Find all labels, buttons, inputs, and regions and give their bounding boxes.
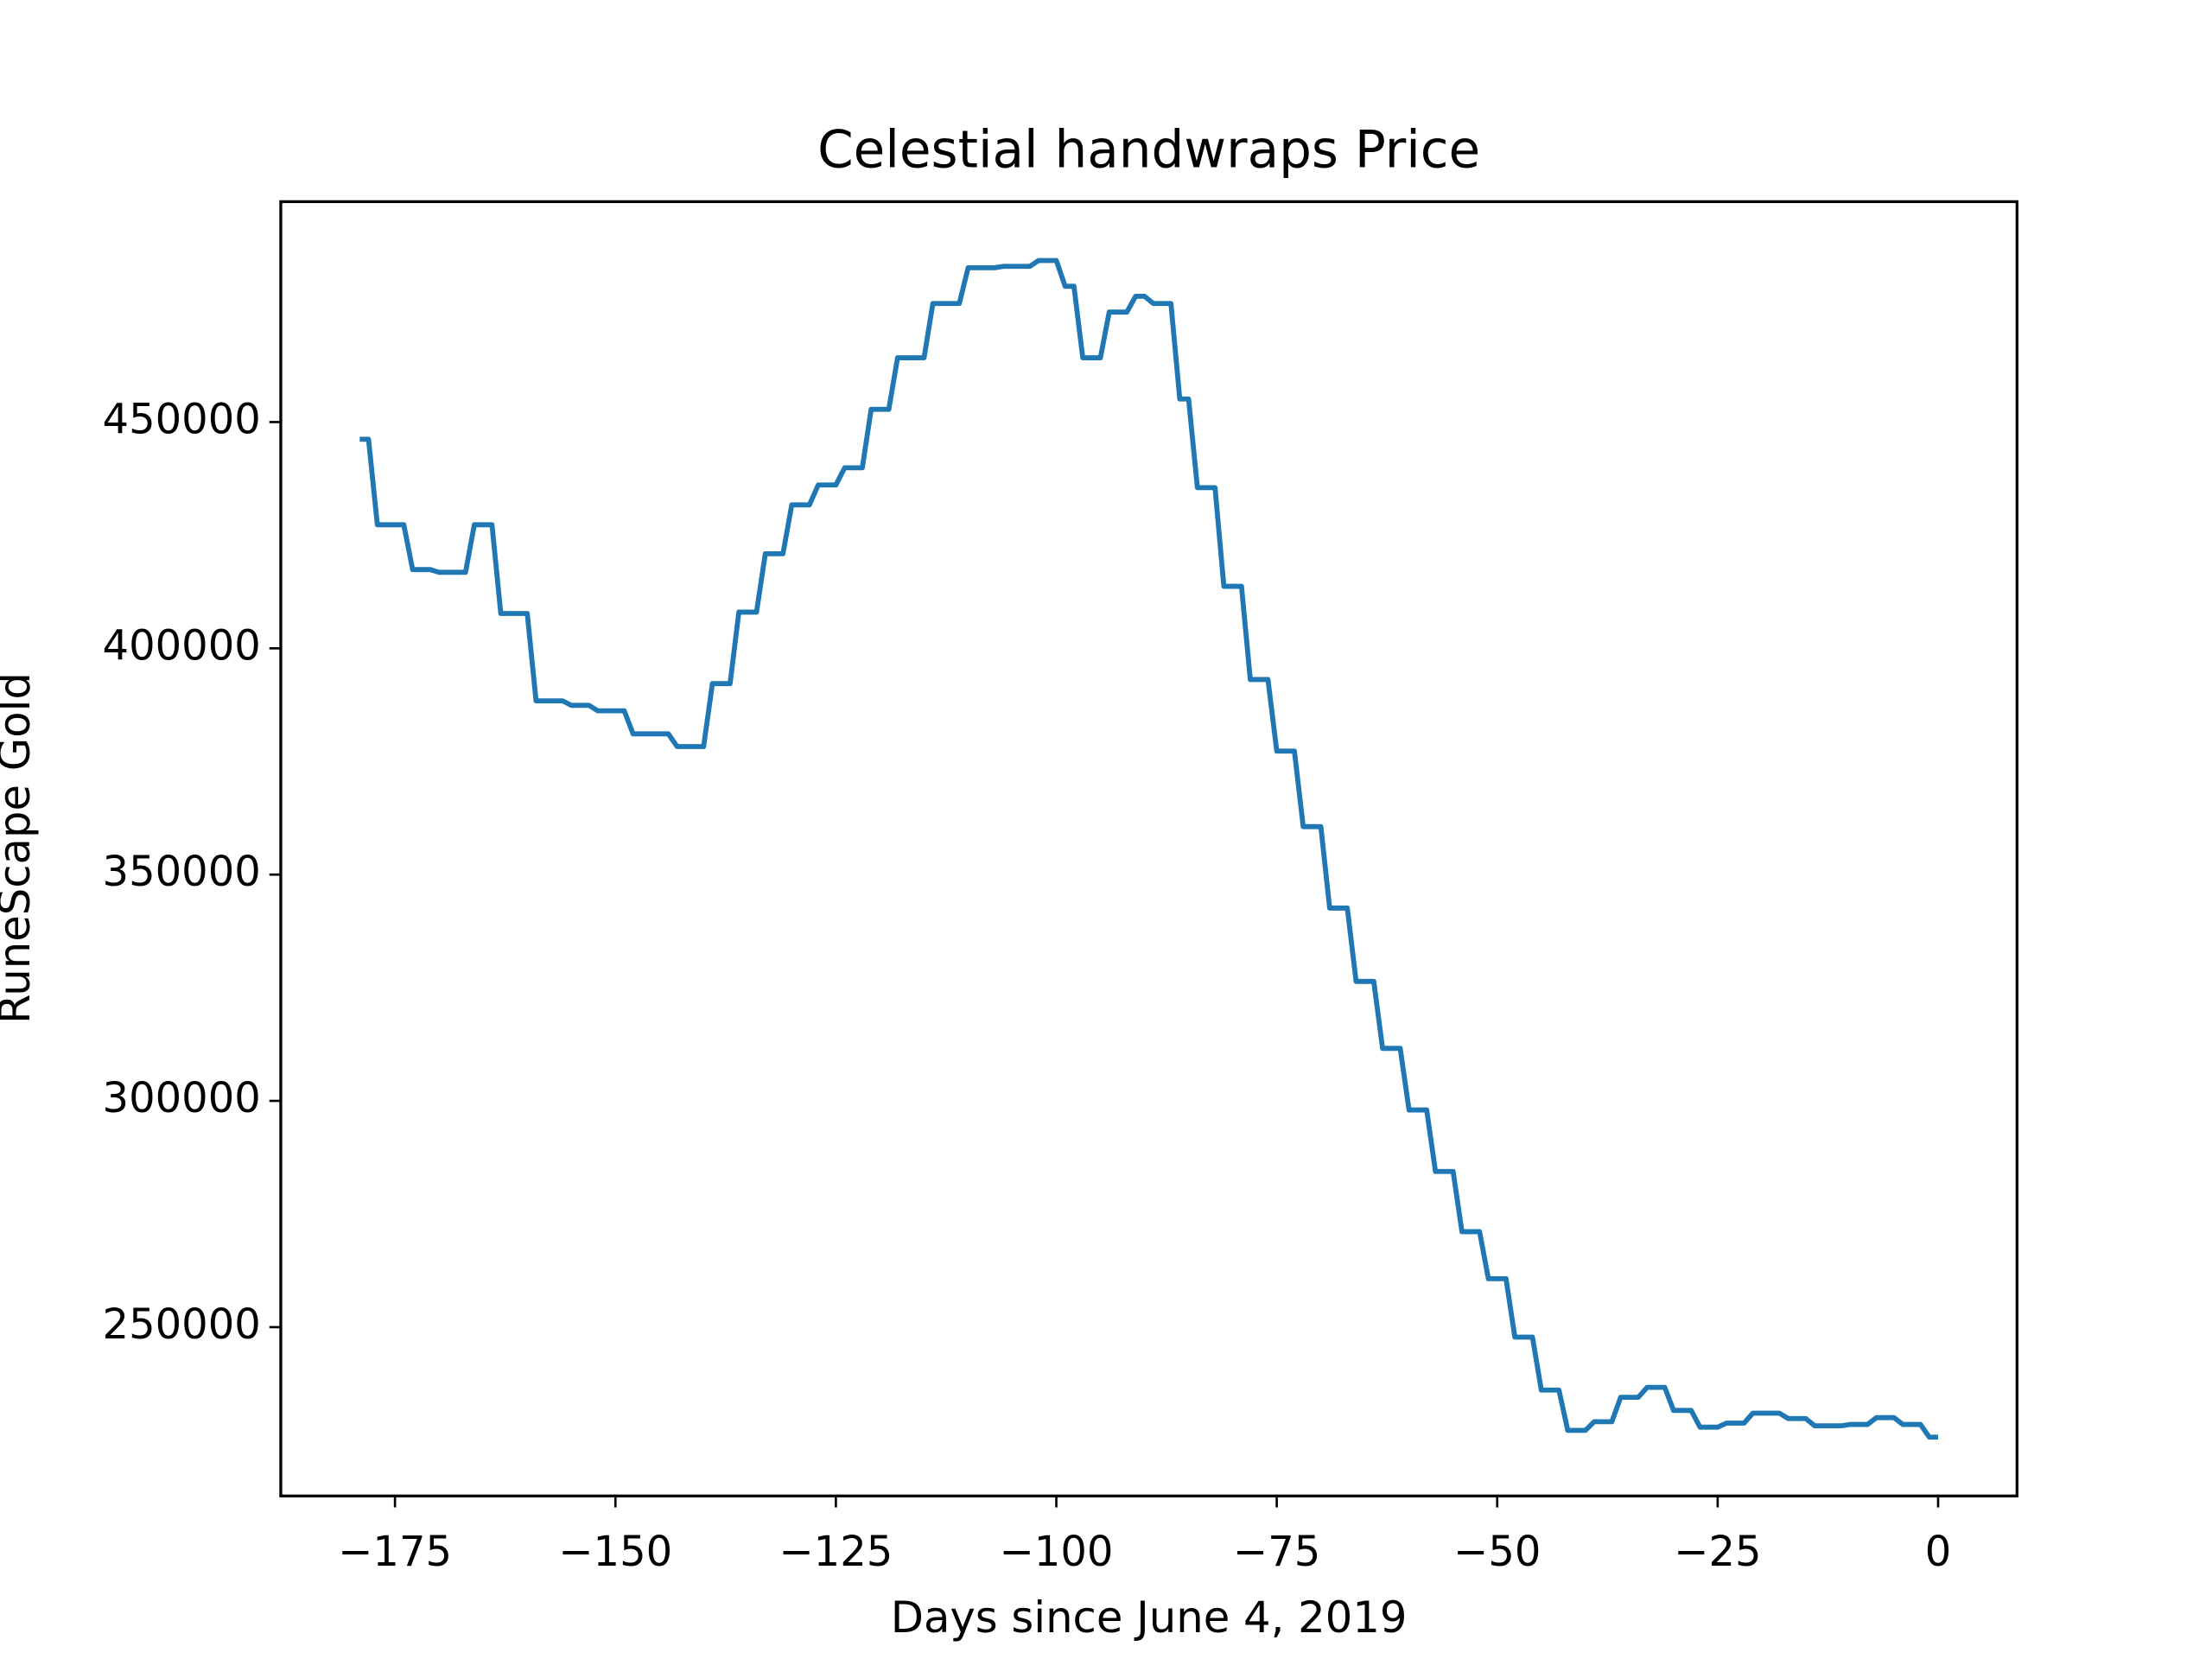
x-tick-label: −75 (1233, 1528, 1320, 1576)
x-tick-label: −150 (558, 1528, 672, 1576)
plot-frame (279, 200, 2018, 1497)
chart-title: Celestial handwraps Price (817, 121, 1480, 181)
y-tick-label: 400000 (103, 621, 261, 670)
y-tick-label: 250000 (103, 1300, 261, 1349)
y-tick-label: 300000 (103, 1074, 261, 1122)
y-axis-label: RuneScape Gold (0, 672, 40, 1024)
line-series (359, 257, 1939, 1440)
y-tick-label: 450000 (103, 395, 261, 443)
x-tick-label: −100 (1000, 1528, 1114, 1576)
x-axis-label: Days since June 4, 2019 (891, 1592, 1408, 1643)
x-tick-label: −175 (338, 1528, 452, 1576)
x-tick-label: −125 (779, 1528, 893, 1576)
x-tick-label: −50 (1453, 1528, 1541, 1576)
x-tick-label: −25 (1674, 1528, 1761, 1576)
x-tick-label: 0 (1925, 1528, 1952, 1576)
y-tick-label: 350000 (103, 848, 261, 896)
